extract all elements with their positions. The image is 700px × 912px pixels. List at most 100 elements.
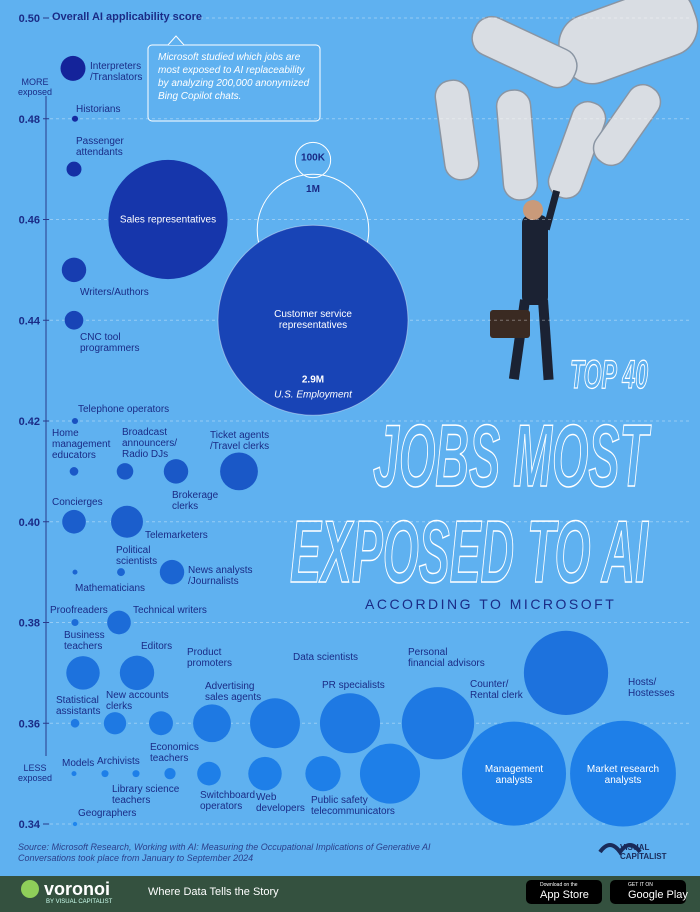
bubble xyxy=(66,656,100,690)
bubble xyxy=(250,698,300,749)
bubble xyxy=(305,755,341,792)
google-play-text: Google Play xyxy=(628,889,688,901)
bubble-label: Proofreaders xyxy=(50,605,108,616)
app-store-text: App Store xyxy=(540,889,589,901)
bubble-label: Archivists xyxy=(97,756,140,767)
bubble xyxy=(61,257,87,283)
bubble xyxy=(111,505,143,538)
businessman xyxy=(490,189,561,381)
bubble xyxy=(71,115,79,122)
footnote: Conversations took place from January to… xyxy=(18,853,254,863)
bubble xyxy=(359,743,421,804)
app-store-small: Download on the xyxy=(540,882,578,888)
bubble-label: Statistical assistants xyxy=(56,695,101,717)
size-legend-label: 1M xyxy=(306,184,320,195)
bubble-label: Mathematicians xyxy=(75,583,146,594)
source: Source: Microsoft Research, Working with… xyxy=(18,842,431,852)
bubble-label: Business teachers xyxy=(64,630,105,652)
title-line: JOBS MOST xyxy=(373,406,651,505)
bubble xyxy=(163,459,189,484)
bubble-label: Geographers xyxy=(78,808,137,819)
y-tick-label: 0.34 xyxy=(19,819,41,831)
note-pointer xyxy=(167,35,185,46)
bubble-label: Switchboard operators xyxy=(200,790,256,812)
bubble-label: Customer service representatives xyxy=(274,309,352,331)
note: Microsoft studied which jobs are most ex… xyxy=(158,52,310,102)
bubble-label: Public safety telecommunicators xyxy=(311,795,395,817)
bubble xyxy=(218,225,408,416)
size-legend-label: 100K xyxy=(301,152,326,163)
bubble xyxy=(101,770,109,778)
bubble xyxy=(164,768,176,780)
pretitle: TOP 40 xyxy=(570,353,648,397)
google-play-small: GET IT ON xyxy=(628,882,653,888)
vc-logo-mark xyxy=(598,843,642,856)
bubble-label: Web developers xyxy=(256,792,305,814)
bubble-label: Writers/Authors xyxy=(80,287,149,298)
bubble xyxy=(523,630,609,715)
google-play-badge[interactable] xyxy=(610,880,686,904)
bubble-label: Counter/ Rental clerk xyxy=(470,679,523,701)
bubble-label: Passenger attendants xyxy=(76,136,124,158)
bubble xyxy=(132,770,140,778)
bubble-label: Telemarketers xyxy=(145,530,208,541)
bubble-label: PR specialists xyxy=(322,680,385,691)
bubble xyxy=(60,55,86,81)
bubble-label: Data scientists xyxy=(293,652,359,663)
note-box xyxy=(147,44,321,122)
bubble-label: Sales representatives xyxy=(119,214,217,226)
bubble xyxy=(71,771,77,777)
bubble xyxy=(72,569,78,575)
bubble-label: Economics teachers xyxy=(150,742,199,764)
bubble xyxy=(107,610,131,635)
bubble xyxy=(117,568,125,577)
subtitle: ACCORDING TO MICROSOFT xyxy=(365,596,617,612)
y-tick-label: 0.38 xyxy=(19,618,40,630)
bubble-label: Interpreters /Translators xyxy=(90,61,143,83)
y-tick-label: 0.44 xyxy=(19,315,41,327)
bubble xyxy=(248,756,282,791)
tagline: Where Data Tells the Story xyxy=(148,886,279,898)
robot-hand xyxy=(434,0,699,201)
bubble xyxy=(70,718,80,728)
bubble-label: Personal financial advisors xyxy=(408,647,485,669)
bubble-label: Models xyxy=(62,758,95,769)
bubble-label: Concierges xyxy=(52,497,103,508)
bubble xyxy=(62,509,86,534)
bubble xyxy=(197,761,221,786)
bubble xyxy=(319,693,381,754)
bubble xyxy=(64,310,84,330)
brand-by: BY VISUAL CAPITALIST xyxy=(46,899,113,905)
y-tick-label: 0.40 xyxy=(19,517,40,529)
bubble-label: CNC tool programmers xyxy=(80,332,140,354)
bubble xyxy=(159,559,185,585)
bubble xyxy=(119,655,155,691)
bubble xyxy=(570,720,676,827)
size-legend-circle xyxy=(217,224,409,416)
size-legend-title: U.S. Employment xyxy=(274,389,353,400)
bubble-label: News analysts /Journalists xyxy=(188,565,253,587)
bubble-label: Ticket agents /Travel clerks xyxy=(210,430,270,452)
size-legend-circle xyxy=(294,141,332,179)
bubble xyxy=(71,618,79,627)
bubble-label: Broadcast announcers/ Radio DJs xyxy=(122,427,178,460)
y-tick-label: 0.36 xyxy=(19,718,40,730)
bubble-label: Advertising sales agents xyxy=(205,681,262,703)
bubble-label: Management analysts xyxy=(484,764,544,786)
voronoi-icon xyxy=(21,880,39,898)
bubble xyxy=(103,712,127,735)
vc-logo: VISUAL CAPITALIST xyxy=(620,843,667,861)
bubble-label: Library science teachers xyxy=(112,784,180,806)
bubble xyxy=(401,687,475,760)
bubble xyxy=(149,711,173,736)
bubble-label: Technical writers xyxy=(133,605,207,616)
bubble xyxy=(461,721,567,826)
more-label: MORE exposed xyxy=(18,77,53,97)
title-line: EXPOSED TO AI xyxy=(290,502,649,601)
bubble xyxy=(193,704,231,743)
y-tick-label: 0.42 xyxy=(19,416,40,428)
bubble xyxy=(69,467,79,476)
app-store-badge[interactable] xyxy=(526,880,602,904)
y-tick-label: 0.50 xyxy=(19,13,40,25)
